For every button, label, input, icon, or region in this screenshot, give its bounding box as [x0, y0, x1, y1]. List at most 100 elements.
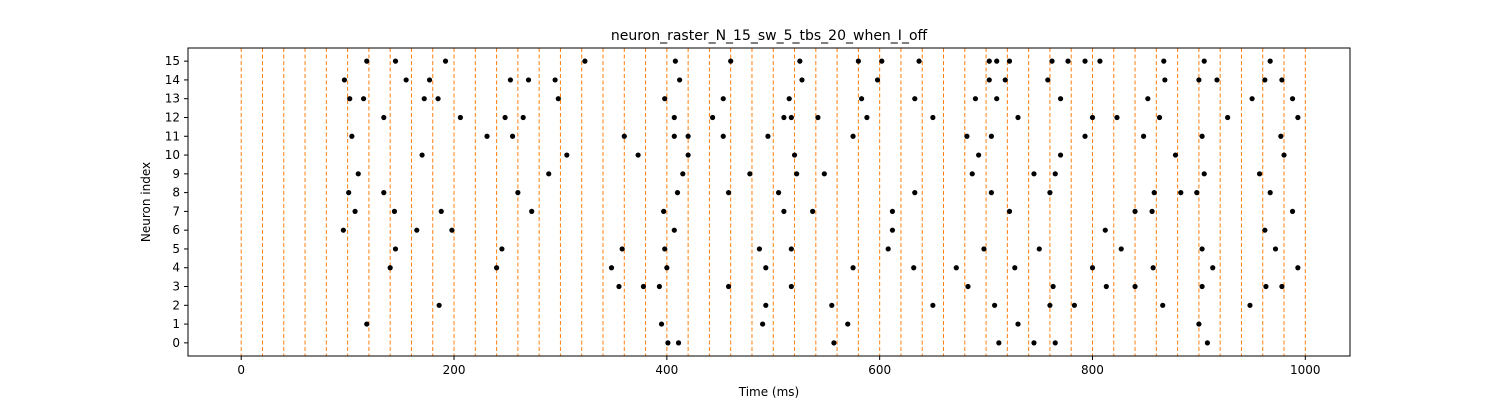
spike-point	[930, 302, 936, 308]
spike-point	[1036, 246, 1042, 252]
spike-point	[1289, 96, 1296, 102]
spike-point	[555, 96, 561, 102]
spike-point	[1057, 96, 1064, 102]
spike-point	[1210, 265, 1216, 271]
spike-point	[1071, 302, 1077, 308]
spike-point	[1002, 77, 1008, 83]
spike-point	[349, 133, 355, 139]
spike-point	[507, 77, 514, 83]
x-axis-ticks: 0 200 400 600 800 1000	[237, 356, 1321, 377]
spike-point	[1201, 171, 1207, 177]
spike-point	[520, 114, 526, 121]
spike-point	[1279, 77, 1285, 83]
spike-point	[352, 208, 358, 214]
x-tick-label: 400	[655, 363, 678, 377]
spike-point	[885, 246, 891, 252]
spike-markers	[340, 58, 1301, 346]
spike-point	[1149, 208, 1155, 214]
chart-title: neuron_raster_N_15_sw_5_tbs_20_when_I_of…	[611, 28, 928, 44]
spike-point	[1047, 190, 1053, 196]
spike-point	[1015, 321, 1021, 327]
spike-point	[810, 208, 816, 214]
y-tick-label: 9	[172, 167, 180, 181]
spike-point	[821, 171, 827, 177]
y-axis-label: Neuron index	[139, 162, 153, 242]
y-tick-label: 1	[172, 317, 180, 331]
spike-point	[1295, 265, 1301, 271]
spike-point	[564, 152, 570, 158]
spike-point	[671, 133, 677, 139]
spike-point	[850, 133, 856, 139]
spike-point	[421, 96, 427, 102]
x-tick-label: 200	[443, 363, 466, 377]
spike-point	[1247, 302, 1253, 308]
spike-point	[1049, 58, 1055, 64]
spike-point	[981, 246, 987, 252]
spike-point	[855, 58, 861, 64]
spike-point	[786, 96, 792, 102]
spike-point	[996, 340, 1002, 346]
spike-point	[1118, 246, 1124, 252]
spike-point	[874, 77, 881, 83]
spike-point	[1196, 321, 1202, 327]
spike-point	[1097, 58, 1103, 64]
spike-point	[381, 114, 387, 121]
x-tick-label: 1000	[1290, 363, 1321, 377]
spike-point	[850, 265, 856, 271]
y-tick-label: 7	[172, 204, 180, 218]
spike-point	[988, 190, 994, 196]
spike-point	[457, 114, 464, 121]
y-tick-label: 4	[172, 261, 180, 275]
spike-point	[677, 77, 683, 83]
spike-point	[671, 114, 677, 121]
spike-point	[1145, 96, 1151, 102]
spike-point	[671, 227, 677, 233]
spike-point	[889, 208, 896, 214]
spike-point	[442, 58, 449, 64]
spike-point	[347, 96, 353, 102]
spike-point	[1161, 58, 1167, 64]
spike-point	[728, 58, 734, 64]
spike-point	[403, 77, 409, 83]
spike-point	[680, 171, 686, 177]
spike-point	[760, 321, 766, 327]
spike-point	[1103, 283, 1109, 290]
y-tick-label: 8	[172, 186, 180, 200]
spike-point	[747, 171, 753, 177]
spike-point	[438, 208, 444, 214]
spike-point	[725, 190, 732, 196]
y-tick-label: 10	[165, 148, 180, 162]
spike-point	[552, 77, 558, 83]
spike-point	[515, 190, 521, 196]
y-tick-label: 14	[165, 73, 180, 87]
spike-point	[912, 96, 918, 102]
spike-point	[829, 302, 835, 308]
spike-point	[1262, 227, 1268, 233]
spike-point	[916, 58, 922, 64]
spike-point	[710, 114, 716, 121]
spike-point	[493, 265, 500, 271]
spike-point	[1102, 227, 1108, 233]
spike-point	[1050, 283, 1056, 290]
spike-point	[969, 171, 975, 177]
spike-point	[1162, 77, 1168, 83]
spike-point	[911, 265, 917, 271]
spike-point	[1089, 265, 1096, 271]
spike-point	[781, 114, 787, 121]
spike-point	[1006, 58, 1013, 64]
spike-point	[355, 171, 361, 177]
spike-point	[1052, 340, 1058, 346]
spike-point	[685, 152, 691, 158]
spike-point	[640, 283, 647, 290]
spike-point	[797, 58, 803, 64]
spike-point	[675, 340, 682, 346]
spike-point	[346, 190, 352, 196]
spike-point	[953, 265, 959, 271]
spike-point	[685, 133, 691, 139]
spike-point	[608, 265, 615, 271]
spike-point	[621, 133, 627, 139]
spike-point	[788, 246, 794, 252]
spike-point	[525, 77, 532, 83]
spike-point	[1204, 340, 1211, 346]
